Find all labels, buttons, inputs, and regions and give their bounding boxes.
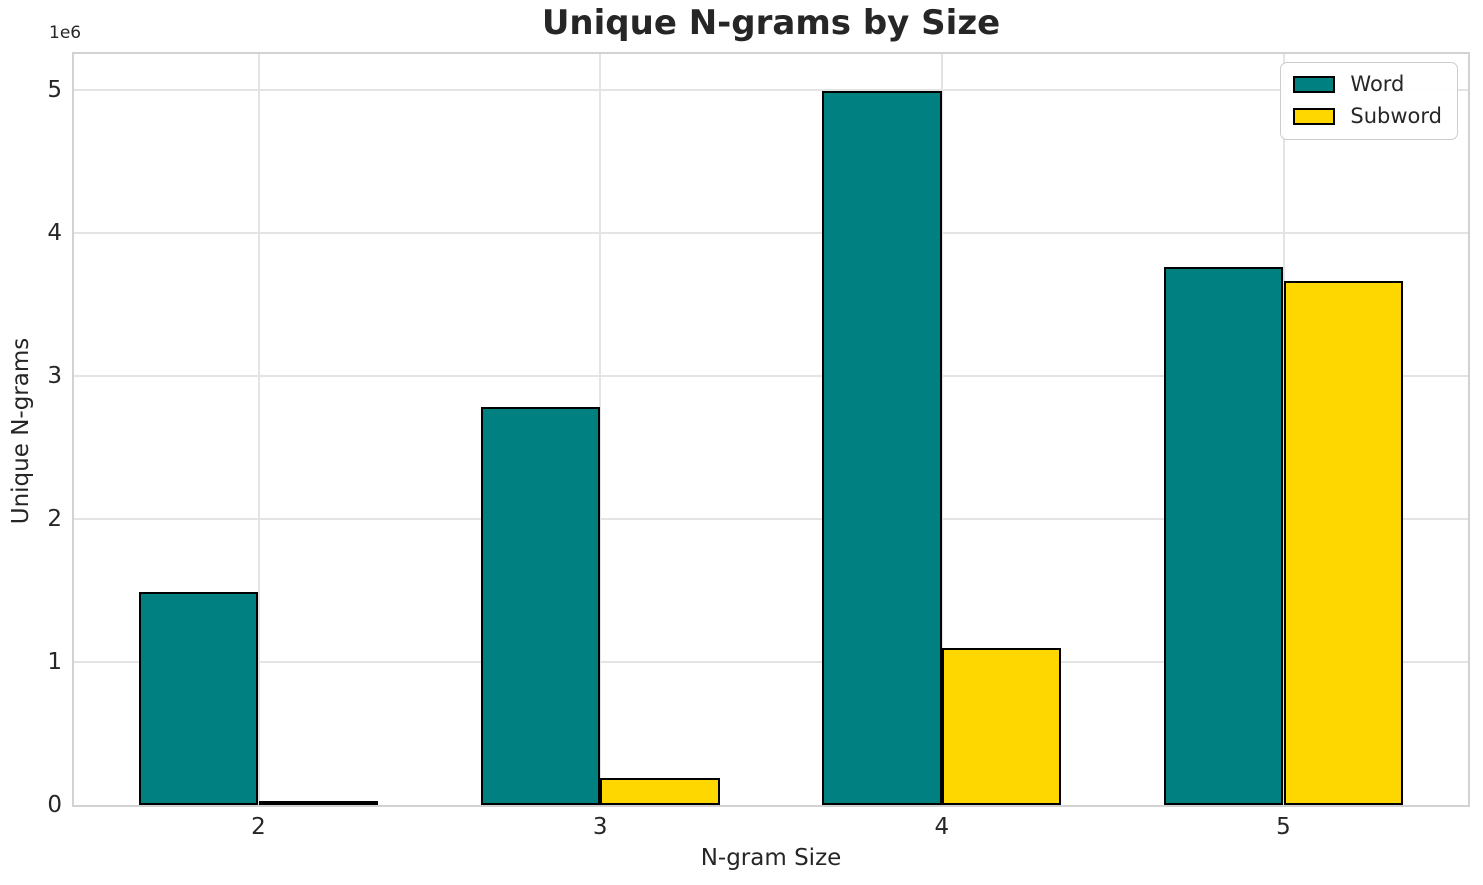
legend-label-subword: Subword	[1350, 104, 1442, 128]
legend-swatch-word-icon	[1293, 76, 1336, 93]
y-tick-label: 0	[47, 792, 62, 818]
legend: Word Subword	[1280, 62, 1458, 140]
gridline-horizontal	[74, 374, 1468, 377]
y-axis-label: Unique N-grams	[8, 337, 34, 525]
chart-title: Unique N-grams by Size	[541, 3, 1001, 43]
plot-area: Word Subword 0 1 2 3 4 5 2 3 4 5	[47, 52, 1470, 840]
gridline-horizontal	[74, 517, 1468, 520]
x-tick-label: 2	[251, 814, 266, 840]
bar-word-2	[138, 591, 259, 805]
legend-item-word: Word	[1293, 74, 1442, 95]
y-tick-label: 1	[47, 648, 62, 675]
x-tick-label: 3	[592, 814, 608, 840]
y-tick-label: 3	[47, 362, 62, 389]
gridline-horizontal	[74, 231, 1468, 234]
x-tick-label: 4	[934, 814, 950, 840]
legend-swatch-subword-icon	[1293, 108, 1336, 125]
y-tick-label: 4	[47, 219, 62, 246]
bar-subword-5	[1283, 281, 1404, 805]
gridline-vertical	[940, 54, 943, 805]
gridline-horizontal	[74, 88, 1468, 91]
gridline-horizontal	[74, 660, 1468, 663]
bar-word-5	[1163, 267, 1284, 805]
gridline-vertical	[599, 54, 602, 805]
bar-subword-4	[941, 647, 1062, 805]
bar-subword-2	[258, 800, 379, 805]
x-tick-label: 5	[1276, 814, 1291, 840]
y-tick-label: 2	[47, 505, 62, 532]
gridline-vertical	[257, 54, 260, 805]
bar-word-4	[822, 91, 942, 805]
y-tick-label: 5	[47, 76, 62, 103]
legend-label-word: Word	[1350, 72, 1405, 96]
legend-item-subword: Subword	[1293, 106, 1442, 127]
x-axis-label: N-gram Size	[700, 845, 842, 871]
bar-subword-3	[600, 777, 720, 805]
bar-word-3	[480, 407, 601, 805]
y-axis-offset-label: 1e6	[49, 23, 82, 43]
